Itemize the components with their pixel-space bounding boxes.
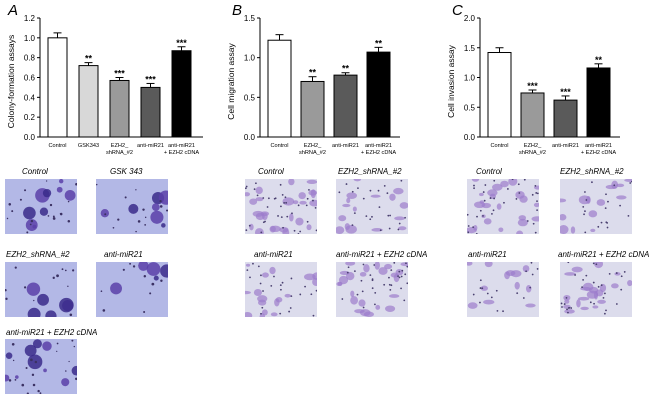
- bar: [140, 86, 161, 138]
- significance-label: **: [342, 64, 350, 74]
- bar: [78, 65, 99, 138]
- y-tick-label: 0.8: [24, 54, 36, 63]
- y-tick-label: 0.4: [24, 93, 36, 102]
- micro-label-a-rescue: anti-miR21 + EZH2 cDNA: [6, 328, 98, 337]
- panel-letter-a: A: [8, 2, 19, 19]
- bar: [109, 79, 130, 138]
- micro-label-b-rescue: anti-miR21 + EZH2 cDNA: [336, 250, 428, 259]
- micrograph-a-antimir21: [96, 262, 168, 317]
- significance-label: **: [375, 38, 383, 48]
- significance-label: **: [85, 54, 93, 64]
- significance-label: ***: [114, 69, 125, 79]
- x-tick-label: shRNA_#2: [106, 150, 133, 156]
- micrograph-b-ezh2: [336, 179, 408, 234]
- micrograph-b-control: [245, 179, 317, 234]
- y-axis-label: Cell migration assay: [226, 42, 236, 119]
- panel-letter-b: B: [232, 2, 243, 19]
- x-tick-label: + EZH2 cDNA: [581, 150, 617, 156]
- x-tick-label: Control: [490, 143, 508, 149]
- y-tick-label: 1.2: [24, 14, 36, 23]
- significance-label: **: [309, 68, 317, 78]
- significance-label: ***: [176, 38, 187, 48]
- significance-label: ***: [527, 81, 538, 91]
- panel-letter-c: C: [452, 2, 463, 19]
- micro-label-c-ezh2: EZH2_shRNA_#2: [560, 167, 624, 176]
- x-tick-label: + EZH2 cDNA: [164, 150, 200, 156]
- y-tick-label: 1.0: [464, 74, 476, 83]
- x-tick-label: anti-miR21: [365, 143, 392, 149]
- y-tick-label: 2.0: [464, 14, 476, 23]
- micrograph-a-gsk343: [96, 179, 168, 234]
- x-tick-label: Control: [48, 143, 66, 149]
- micrograph-b-rescue: [336, 262, 408, 317]
- x-tick-label: anti-miR21: [332, 143, 359, 149]
- bar: [171, 50, 192, 138]
- x-tick-label: EZH2_: [304, 143, 322, 149]
- y-tick-label: 0.0: [24, 133, 36, 142]
- micrograph-c-antimir21: [467, 262, 539, 317]
- x-tick-label: Control: [270, 143, 288, 149]
- significance-label: **: [595, 55, 603, 65]
- x-tick-label: + EZH2 cDNA: [361, 150, 397, 156]
- bar: [267, 39, 292, 138]
- micrograph-a-ezh2: [5, 262, 77, 317]
- bar: [487, 52, 512, 138]
- x-tick-label: EZH2_: [111, 143, 129, 149]
- y-axis-label: Colony-formation assays: [6, 35, 16, 129]
- micrograph-c-ezh2: [560, 179, 632, 234]
- bar: [520, 92, 545, 138]
- y-tick-label: 0.5: [244, 93, 256, 102]
- x-tick-label: shRNA_#2: [299, 150, 326, 156]
- micro-label-c-control: Control: [476, 167, 502, 176]
- y-tick-label: 1.5: [244, 14, 256, 23]
- bar: [47, 37, 68, 138]
- micro-label-b-antimir21: anti-miR21: [254, 250, 293, 259]
- micrograph-c-control: [467, 179, 539, 234]
- x-tick-label: anti-miR21: [137, 143, 164, 149]
- cell-migration-bar-chart: 0.0 0.5 1.0 1.5 Cell migration assay Control *…: [226, 14, 400, 156]
- micrograph-a-rescue: [5, 339, 77, 394]
- y-tick-label: 1.0: [244, 54, 256, 63]
- x-tick-label: EZH2_: [524, 143, 542, 149]
- micrograph-b-antimir21: [245, 262, 317, 317]
- x-tick-label: anti-miR21: [552, 143, 579, 149]
- x-tick-label: anti-miR21: [168, 143, 195, 149]
- bar: [300, 80, 325, 138]
- y-axis-label: Cell invasion assay: [446, 44, 456, 118]
- micrograph-a-control: [5, 179, 77, 234]
- bar: [553, 99, 578, 138]
- micro-label-c-rescue: anti-miR21 + EZH2 cDNA: [558, 250, 650, 259]
- bar: [586, 67, 611, 138]
- bar: [366, 51, 391, 138]
- y-tick-label: 0.0: [464, 133, 476, 142]
- micro-label-a-control: Control: [22, 167, 48, 176]
- significance-label: ***: [145, 74, 156, 84]
- micro-label-b-control: Control: [258, 167, 284, 176]
- bar: [333, 74, 358, 138]
- micro-label-b-ezh2: EZH2_shRNA_#2: [338, 167, 402, 176]
- micrograph-c-rescue: [560, 262, 632, 317]
- micro-label-c-antimir21: anti-miR21: [468, 250, 507, 259]
- y-tick-label: 0.0: [244, 133, 256, 142]
- y-tick-label: 1.5: [464, 44, 476, 53]
- x-tick-label: anti-miR21: [585, 143, 612, 149]
- y-tick-label: 0.5: [464, 103, 476, 112]
- colony-formation-bar-chart: 0.0 0.2 0.4 0.6 0.8 1.0 1.2 Colony-formation as…: [6, 14, 203, 156]
- y-tick-label: 1.0: [24, 34, 36, 43]
- x-tick-label: GSK343: [78, 143, 99, 149]
- y-tick-label: 0.2: [24, 113, 36, 122]
- cell-invasion-bar-chart: 0.0 0.5 1.0 1.5 2.0 Cell invasion assay Contro…: [446, 14, 620, 156]
- y-tick-label: 0.6: [24, 74, 36, 83]
- micro-label-a-antimir21: anti-miR21: [104, 250, 143, 259]
- micro-label-a-gsk343: GSK 343: [110, 167, 143, 176]
- micro-label-a-ezh2: EZH2_shRNA_#2: [6, 250, 70, 259]
- x-tick-label: shRNA_#2: [519, 150, 546, 156]
- significance-label: ***: [560, 87, 571, 97]
